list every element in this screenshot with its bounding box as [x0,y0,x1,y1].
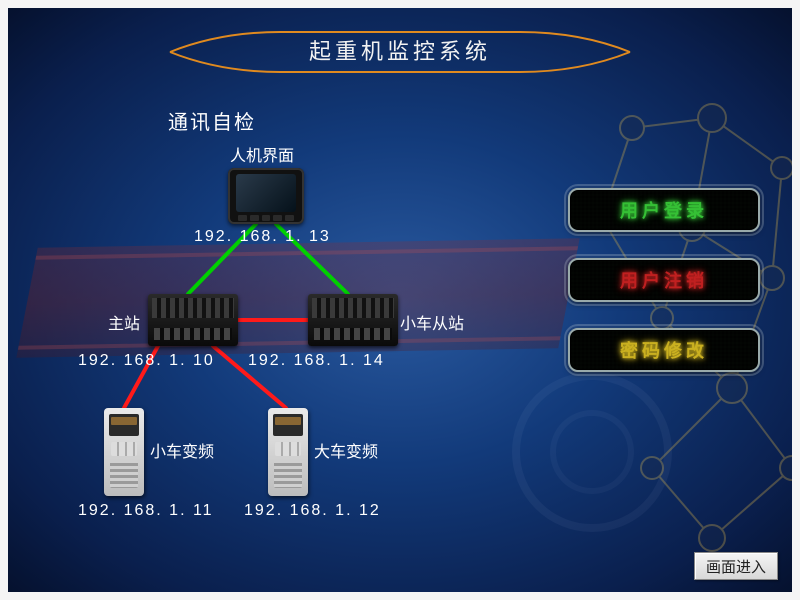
title-bar: 起重机监控系统 [160,34,640,66]
gear-ghost-bg [512,372,672,532]
password-button-label: 密码修改 [570,330,758,370]
master-plc-device [148,294,238,346]
slave-plc-device [308,294,398,346]
logout-button-label: 用户注销 [570,260,758,300]
hmi-screen: 起重机监控系统 通讯自检 人机界面 192. 168. 1. 13 主站 192… [8,8,792,592]
password-button[interactable]: 密码修改 [568,328,760,372]
vfd-big-label: 大车变频 [314,438,378,462]
login-button-label: 用户登录 [570,190,758,230]
login-button[interactable]: 用户登录 [568,188,760,232]
hmi-label: 人机界面 [230,142,294,166]
vfd-small-label: 小车变频 [150,438,214,462]
master-label: 主站 [108,310,140,334]
slave-label: 小车从站 [400,310,464,334]
vfd-small-ip: 192. 168. 1. 11 [78,502,214,520]
vfd-big-device [268,408,308,496]
page-title: 起重机监控系统 [160,34,640,66]
hmi-device [228,168,304,224]
master-ip: 192. 168. 1. 10 [78,352,215,370]
section-title: 通讯自检 [168,106,256,135]
hmi-ip: 192. 168. 1. 13 [194,228,331,246]
vfd-small-device [104,408,144,496]
crane-beam-bg [16,238,579,357]
vfd-big-ip: 192. 168. 1. 12 [244,502,381,520]
enter-screen-button[interactable]: 画面进入 [694,552,778,580]
slave-ip: 192. 168. 1. 14 [248,352,385,370]
logout-button[interactable]: 用户注销 [568,258,760,302]
